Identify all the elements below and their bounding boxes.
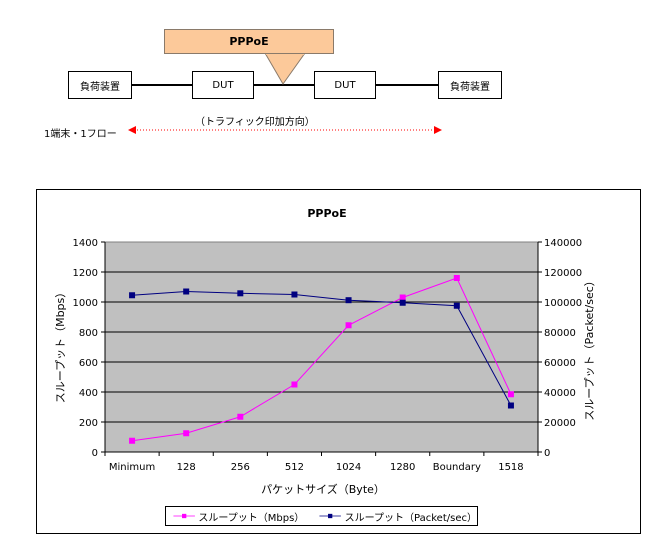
x-tick-label: Boundary bbox=[433, 462, 481, 473]
data-point-series-1 bbox=[345, 297, 352, 304]
y-tick-label-right: 60000 bbox=[544, 358, 576, 369]
dut-right: DUT bbox=[314, 71, 376, 99]
y-tick-label-right: 0 bbox=[544, 448, 550, 459]
legend-label-pps: スループット（Packet/sec） bbox=[344, 512, 477, 524]
data-point-series-0 bbox=[291, 381, 298, 388]
x-tick-label: 1024 bbox=[336, 462, 361, 473]
x-tick-label: 256 bbox=[231, 462, 250, 473]
data-point-series-1 bbox=[291, 291, 298, 298]
chart-legend: スループット（Mbps） スループット（Packet/sec） bbox=[165, 506, 478, 526]
chart-title: PPPoE bbox=[307, 207, 346, 220]
y-tick-label-right: 100000 bbox=[544, 298, 582, 309]
pppoe-callout: PPPoE bbox=[164, 29, 334, 54]
x-tick-label: 1280 bbox=[390, 462, 415, 473]
y-tick-label-left: 1200 bbox=[73, 268, 98, 279]
data-point-series-0 bbox=[399, 294, 406, 301]
y-tick-label-right: 140000 bbox=[544, 238, 582, 249]
plot-area: 0 0 200 20000 400 40000 600 60000 800 80000 1000 10… bbox=[73, 238, 583, 473]
y-tick-label-left: 600 bbox=[79, 358, 98, 369]
data-point-series-0 bbox=[453, 275, 460, 281]
link-line-1 bbox=[132, 84, 192, 86]
data-point-series-0 bbox=[183, 430, 190, 437]
data-point-series-0 bbox=[345, 322, 352, 329]
traffic-direction-label: （トラフィック印加方向） bbox=[195, 117, 315, 128]
data-point-series-1 bbox=[183, 288, 190, 295]
y-tick-label-left: 200 bbox=[79, 418, 98, 429]
y-tick-label-left: 1400 bbox=[73, 238, 98, 249]
legend-marker-pps bbox=[319, 513, 342, 519]
data-point-series-0 bbox=[237, 413, 244, 420]
link-line-2 bbox=[254, 84, 314, 86]
y-tick-label-right: 120000 bbox=[544, 268, 582, 279]
y-tick-label-right: 40000 bbox=[544, 388, 576, 399]
x-tick-label: 128 bbox=[177, 462, 196, 473]
x-tick-label: 1518 bbox=[498, 462, 523, 473]
y-tick-label-right: 20000 bbox=[544, 418, 576, 429]
load-device-right: 負荷装置 bbox=[438, 71, 502, 99]
data-point-series-0 bbox=[507, 391, 514, 398]
callout-label: PPPoE bbox=[229, 35, 269, 48]
series-line-1 bbox=[132, 290, 512, 406]
link-line-3 bbox=[376, 84, 438, 86]
flow-label: 1端末・1フロー bbox=[44, 129, 117, 140]
plot-background bbox=[104, 241, 539, 453]
data-point-series-1 bbox=[507, 402, 514, 409]
data-point-series-1 bbox=[129, 292, 136, 299]
legend-label-mbps: スループット（Mbps） bbox=[198, 512, 305, 524]
x-axis-label: パケットサイズ（Byte） bbox=[261, 482, 385, 496]
y-tick-label-left: 800 bbox=[79, 328, 98, 339]
legend-marker-mbps bbox=[173, 513, 195, 519]
data-point-series-1 bbox=[399, 299, 406, 306]
data-point-series-0 bbox=[129, 437, 136, 444]
data-point-series-1 bbox=[453, 302, 460, 309]
y-tick-label-left: 1000 bbox=[73, 298, 98, 309]
y-axis-label-right: スループット（Packet/sec） bbox=[583, 275, 596, 421]
load-device-left: 負荷装置 bbox=[68, 71, 132, 99]
y-axis-label-left: スループット（Mbps） bbox=[54, 287, 67, 404]
x-tick-label: Minimum bbox=[109, 462, 155, 473]
dut-left: DUT bbox=[192, 71, 254, 99]
y-tick-label-left: 400 bbox=[79, 388, 98, 399]
y-tick-label-left: 0 bbox=[92, 448, 98, 459]
x-tick-label: 512 bbox=[285, 462, 304, 473]
series-line-0 bbox=[131, 277, 512, 442]
data-point-series-1 bbox=[237, 290, 244, 297]
traffic-direction-arrow bbox=[128, 126, 442, 134]
y-tick-label-right: 80000 bbox=[544, 328, 576, 339]
